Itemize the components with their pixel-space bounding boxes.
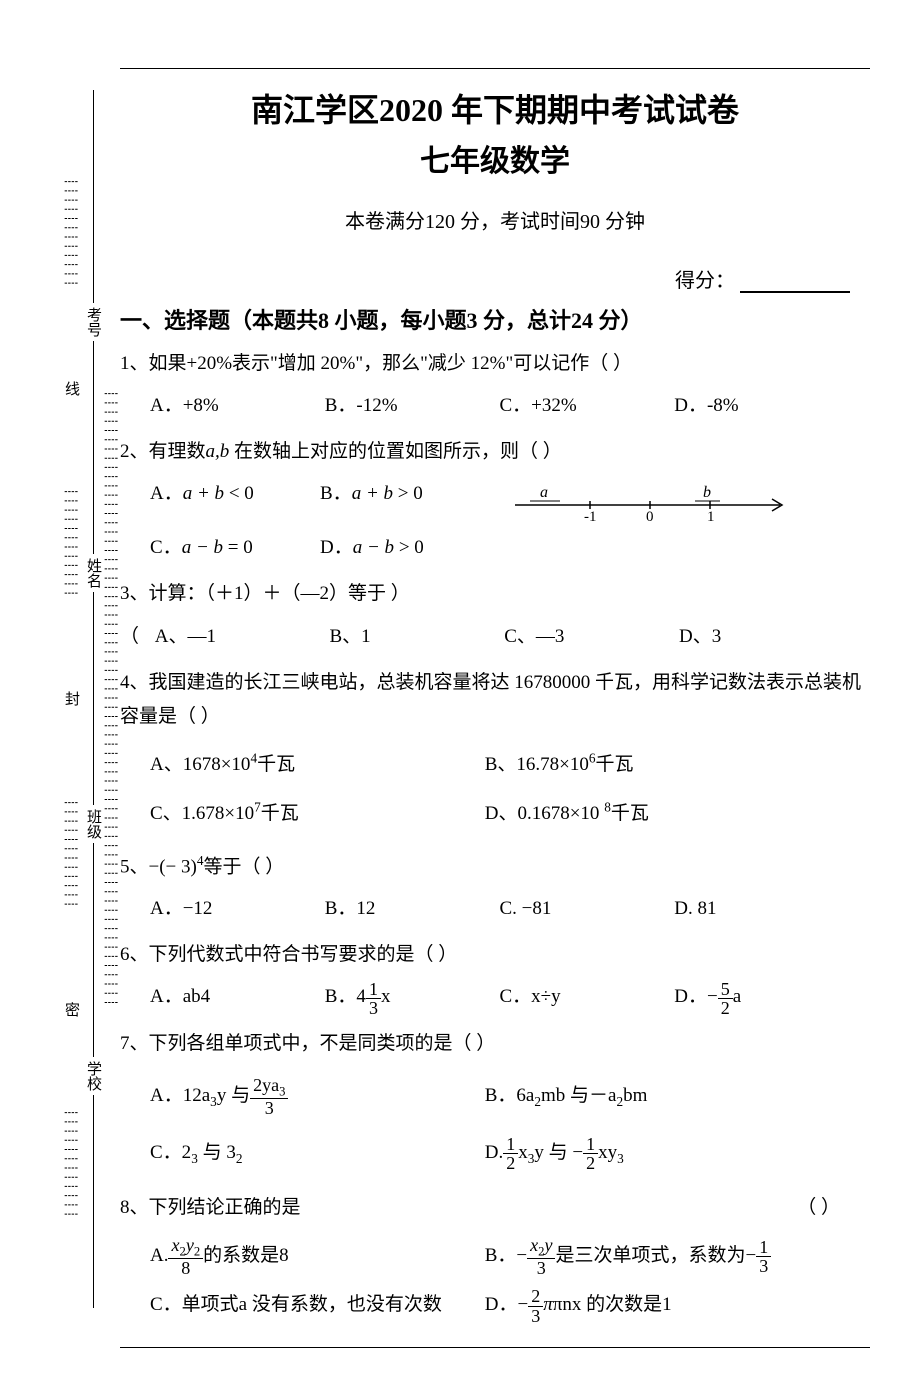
q3-B: B、1 xyxy=(330,618,500,656)
section-1-head: 一、选择题（本题共8 小题，每小题3 分，总计24 分） xyxy=(120,303,870,335)
q3-A: A、―1 xyxy=(155,618,325,656)
binding-outer-col: ┊┊┊┊┊┊┊┊┊┊┊┊ 线 ┊┊┊┊┊┊┊┊┊┊┊┊ 封 ┊┊┊┊┊┊┊┊┊┊… xyxy=(62,90,80,1308)
number-line-figure: -1 0 1 a b xyxy=(510,483,800,537)
q1-options: A．+8% B．-12% C．+32% D．-8% xyxy=(150,387,870,425)
binding-label-examno: 考号 xyxy=(84,303,102,341)
q7-A: A．12a3y 与2ya33 xyxy=(150,1067,480,1124)
q8-D: D．−23ππnx 的次数是1 xyxy=(485,1280,815,1329)
q1-text: 1、如果+20%表示"增加 20%"，那么"减少 12%"可以记作（ ） xyxy=(120,347,870,381)
score-label: 得分： xyxy=(675,270,735,292)
binding-label-feng: 封 xyxy=(62,687,80,710)
q5-A: A．−12 xyxy=(150,890,320,928)
q8-B: B．−x2y3是三次单项式，系数为−13 xyxy=(485,1231,865,1280)
q2-C: C．a − b = 0 xyxy=(150,529,320,567)
q1-B: B．-12% xyxy=(325,387,495,425)
svg-text:0: 0 xyxy=(646,509,654,523)
q1-A: A．+8% xyxy=(150,387,320,425)
q5-D: D. 81 xyxy=(674,890,844,928)
q5-B: B．12 xyxy=(325,890,495,928)
q2-options: A．a + b < 0 B．a + b > 0 -1 0 1 a b xyxy=(150,475,870,567)
q6-B: B．413x xyxy=(325,978,495,1016)
q5-options: A．−12 B．12 C. −81 D. 81 xyxy=(150,890,870,928)
binding-margin: ┊┊┊┊┊┊┊┊┊┊┊┊┊┊┊┊┊┊┊┊┊┊┊┊┊┊┊┊┊┊┊┊┊┊┊┊┊┊┊┊… xyxy=(62,90,117,1308)
q8-paren: （ ） xyxy=(797,1191,870,1225)
q6-C: C．x÷y xyxy=(500,978,670,1016)
binding-solid xyxy=(93,843,94,1056)
q5-C: C. −81 xyxy=(500,890,670,928)
q1-D: D．-8% xyxy=(674,387,844,425)
binding-solid xyxy=(93,90,94,303)
dots: ┊┊┊┊┊┊┊┊┊┊┊┊ xyxy=(65,1021,77,1308)
q6-A: A．ab4 xyxy=(150,978,320,1016)
dots: ┊┊┊┊┊┊┊┊┊┊┊┊ xyxy=(65,400,77,687)
q4-B: B、16.78×106千瓦 xyxy=(485,740,815,789)
q3-text: 3、计算：（＋1）＋（―2）等于 ） xyxy=(120,577,870,611)
binding-label-class: 班级 xyxy=(84,805,102,843)
q2-B: B．a + b > 0 xyxy=(320,475,490,529)
q3-C: C、―3 xyxy=(504,618,674,656)
q7-text: 7、下列各组单项式中，不是同类项的是（ ） xyxy=(120,1027,870,1061)
q7-options: A．12a3y 与2ya33 B．6a2mb 与－a2bm C．23 与 32 … xyxy=(150,1067,870,1181)
q6-text: 6、下列代数式中符合书写要求的是（ ） xyxy=(120,938,870,972)
meta-line: 本卷满分120 分，考试时间90 分钟 xyxy=(120,205,870,234)
q8-options: A.x2y28的系数是8 B．−x2y3是三次单项式，系数为−13 C．单项式a… xyxy=(150,1231,870,1330)
q8-text: 8、下列结论正确的是 （ ） xyxy=(120,1191,870,1225)
q1-C: C．+32% xyxy=(500,387,670,425)
q7-D: D.12x3y 与 −12xy3 xyxy=(485,1124,815,1181)
q7-C: C．23 与 32 xyxy=(150,1124,480,1181)
binding-label-name: 姓名 xyxy=(84,554,102,592)
title-sub: 七年级数学 xyxy=(120,136,870,180)
q4-A: A、1678×104千瓦 xyxy=(150,740,480,789)
q4-options: A、1678×104千瓦 B、16.78×106千瓦 C、1.678×107千瓦… xyxy=(150,740,870,839)
binding-label-school: 学校 xyxy=(84,1057,102,1095)
q8-C: C．单项式a 没有系数，也没有次数 xyxy=(150,1280,480,1329)
q8-stem: 8、下列结论正确的是 xyxy=(120,1197,301,1218)
q5-sup: 4 xyxy=(197,853,204,868)
svg-text:b: b xyxy=(703,484,711,501)
binding-solid xyxy=(93,1095,94,1308)
dots: ┊┊┊┊┊┊┊┊┊┊┊┊ xyxy=(65,90,77,377)
bottom-rule xyxy=(120,1347,870,1348)
binding-solid xyxy=(93,341,94,554)
q4-text: 4、我国建造的长江三峡电站，总装机容量将达 16780000 千瓦，用科学记数法… xyxy=(120,666,870,734)
svg-text:-1: -1 xyxy=(584,509,597,523)
q2-A: A．a + b < 0 xyxy=(150,475,320,529)
binding-solid xyxy=(93,592,94,805)
q2-text: 2、有理数a,b 在数轴上对应的位置如图所示，则（ ） xyxy=(120,435,870,469)
q6-D: D．−52a xyxy=(674,978,844,1016)
q4-C: C、1.678×107千瓦 xyxy=(150,789,480,838)
dots: ┊┊┊┊┊┊┊┊┊┊┊┊ xyxy=(65,710,77,997)
q5-post: 等于（ ） xyxy=(204,856,285,877)
q8-A: A.x2y28的系数是8 xyxy=(150,1231,480,1280)
q3-options: （ A、―1 B、1 C、―3 D、3 xyxy=(150,618,870,656)
q2-D: D．a − b > 0 xyxy=(320,529,490,567)
svg-text:1: 1 xyxy=(707,509,715,523)
q3-D: D、3 xyxy=(679,618,849,656)
q4-D: D、0.1678×10 8千瓦 xyxy=(485,789,815,838)
q7-B: B．6a2mb 与－a2bm xyxy=(485,1067,815,1124)
score-line: 得分： xyxy=(120,264,870,293)
q2-post: 在数轴上对应的位置如图所示，则（ ） xyxy=(234,441,562,462)
binding-inner-col: ┊┊┊┊┊┊┊┊┊┊┊┊┊┊┊┊┊┊┊┊┊┊┊┊┊┊┊┊┊┊┊┊┊┊┊┊┊┊┊┊… xyxy=(106,90,116,1308)
score-blank xyxy=(740,291,850,293)
binding-label-mi: 密 xyxy=(62,998,80,1021)
q5-pre: 5、−(− 3) xyxy=(120,856,197,877)
exam-page: ┊┊┊┊┊┊┊┊┊┊┊┊┊┊┊┊┊┊┊┊┊┊┊┊┊┊┊┊┊┊┊┊┊┊┊┊┊┊┊┊… xyxy=(0,0,920,1378)
binding-label-xian: 线 xyxy=(62,377,80,400)
q5-text: 5、−(− 3)4等于（ ） xyxy=(120,849,870,885)
title-main: 南江学区2020 年下期期中考试试卷 xyxy=(120,85,870,131)
top-rule xyxy=(120,68,870,69)
q2-pre: 2、有理数 xyxy=(120,441,206,462)
q6-options: A．ab4 B．413x C．x÷y D．−52a xyxy=(150,978,870,1016)
binding-middle-col: 考号 姓名 班级 学校 xyxy=(84,90,102,1308)
dots: ┊┊┊┊┊┊┊┊┊┊┊┊┊┊┊┊┊┊┊┊┊┊┊┊┊┊┊┊┊┊┊┊┊┊┊┊┊┊┊┊… xyxy=(105,90,117,1308)
svg-text:a: a xyxy=(540,484,548,501)
